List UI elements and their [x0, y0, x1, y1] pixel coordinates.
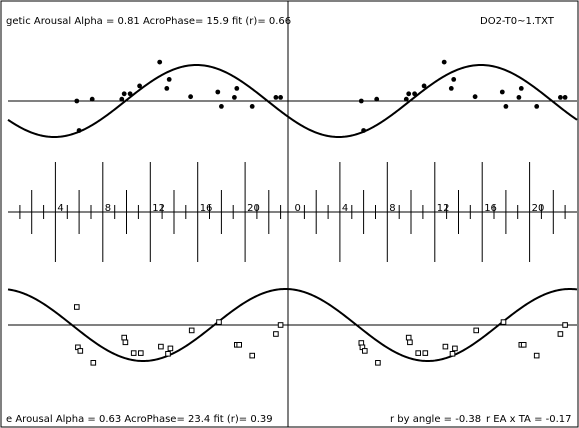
axis-tick-label: 20: [532, 203, 545, 214]
top-data-point: [215, 89, 221, 95]
top-data-point: [273, 95, 279, 100]
top-data-point: [503, 104, 509, 109]
top-title: getic Arousal Alpha = 0.81 AcroPhase= 15…: [6, 16, 291, 27]
bottom-data-point: [422, 350, 429, 356]
bottom-fit-curve: [7, 287, 578, 363]
axis-tick-label: 8: [389, 203, 395, 214]
file-name: DO2-T0~1.TXT: [480, 16, 555, 27]
top-data-point: [76, 128, 82, 133]
top-data-point: [74, 98, 80, 104]
bottom-data-point: [415, 350, 421, 356]
axis-tick-label: 0: [295, 203, 301, 214]
top-points: [74, 59, 568, 133]
bottom-data-point: [121, 334, 128, 341]
top-data-point: [518, 86, 524, 91]
axis-tick-label: 20: [247, 203, 260, 214]
top-data-point: [558, 95, 563, 100]
bottom-data-point: [562, 322, 568, 328]
top-data-point: [121, 91, 127, 97]
bottom-data-point: [167, 345, 174, 352]
bottom-data-point: [473, 327, 479, 334]
axis-tick-label: 8: [105, 203, 111, 214]
top-data-point: [219, 104, 224, 109]
time-axis: 4 8 12 16 20 0 4 8 12 16 20: [8, 162, 577, 262]
axis-tick-label: 16: [484, 203, 497, 214]
top-data-point: [441, 59, 447, 65]
top-data-point: [137, 83, 143, 89]
axis-tick-label: 4: [342, 203, 348, 214]
top-data-point: [164, 86, 170, 91]
axis-tick-label: 4: [57, 203, 63, 214]
bottom-title: e Arousal Alpha = 0.63 AcroPhase= 23.4 f…: [6, 414, 273, 425]
top-data-point: [374, 96, 380, 102]
top-data-point: [278, 95, 283, 100]
top-data-point: [448, 86, 454, 91]
bottom-data-point: [249, 352, 255, 359]
bottom-data-point: [158, 343, 164, 350]
bottom-data-point: [236, 342, 242, 348]
top-plot: [7, 59, 578, 138]
bottom-data-point: [277, 322, 284, 328]
axis-ticks: [19, 162, 566, 262]
top-data-point: [119, 96, 125, 102]
bottom-data-point: [557, 331, 564, 337]
bottom-data-point: [442, 343, 449, 350]
bottom-data-point: [130, 350, 137, 356]
bottom-data-point: [449, 351, 456, 357]
bottom-data-point: [500, 319, 507, 325]
bottom-points: [74, 304, 568, 366]
top-data-point: [451, 77, 457, 82]
top-data-point: [472, 94, 478, 100]
bottom-plot: [7, 287, 578, 366]
axis-tick-label: 12: [437, 203, 450, 214]
bottom-data-point: [520, 342, 527, 348]
top-data-point: [127, 91, 133, 97]
top-data-point: [406, 91, 412, 97]
bottom-data-point: [77, 348, 84, 354]
top-data-point: [534, 104, 540, 109]
top-data-point: [157, 59, 163, 65]
bottom-data-point: [405, 334, 412, 341]
top-data-point: [499, 89, 505, 95]
bottom-data-point: [375, 360, 381, 366]
bottom-data-point: [407, 339, 413, 346]
r-ea-ta: r EA x TA = -0.17: [486, 414, 572, 425]
axis-tick-label: 12: [152, 203, 165, 214]
top-data-point: [421, 83, 427, 89]
top-data-point: [358, 98, 364, 104]
r-by-angle: r by angle = -0.38: [390, 414, 481, 425]
bottom-data-point: [165, 351, 171, 357]
top-data-point: [412, 91, 417, 97]
axis-labels: 4 8 12 16 20 0 4 8 12 16 20: [57, 203, 544, 214]
top-data-point: [234, 86, 240, 91]
top-data-point: [89, 96, 95, 102]
top-data-point: [188, 94, 194, 100]
top-data-point: [249, 104, 255, 109]
bottom-data-point: [122, 339, 129, 346]
top-data-point: [232, 95, 237, 100]
top-data-point: [166, 77, 172, 82]
bottom-data-point: [362, 348, 368, 354]
top-data-point: [361, 128, 366, 133]
bottom-data-point: [216, 319, 222, 325]
top-data-point: [562, 95, 568, 100]
bottom-data-point: [188, 327, 195, 334]
top-fit-curve: [7, 64, 578, 138]
top-data-point: [516, 95, 522, 100]
bottom-data-point: [74, 304, 80, 310]
bottom-data-point: [273, 331, 279, 337]
bottom-data-point: [533, 352, 540, 359]
bottom-data-point: [138, 350, 144, 356]
top-data-point: [403, 96, 409, 102]
bottom-data-point: [452, 345, 458, 352]
axis-tick-label: 16: [200, 203, 213, 214]
bottom-data-point: [90, 360, 97, 366]
